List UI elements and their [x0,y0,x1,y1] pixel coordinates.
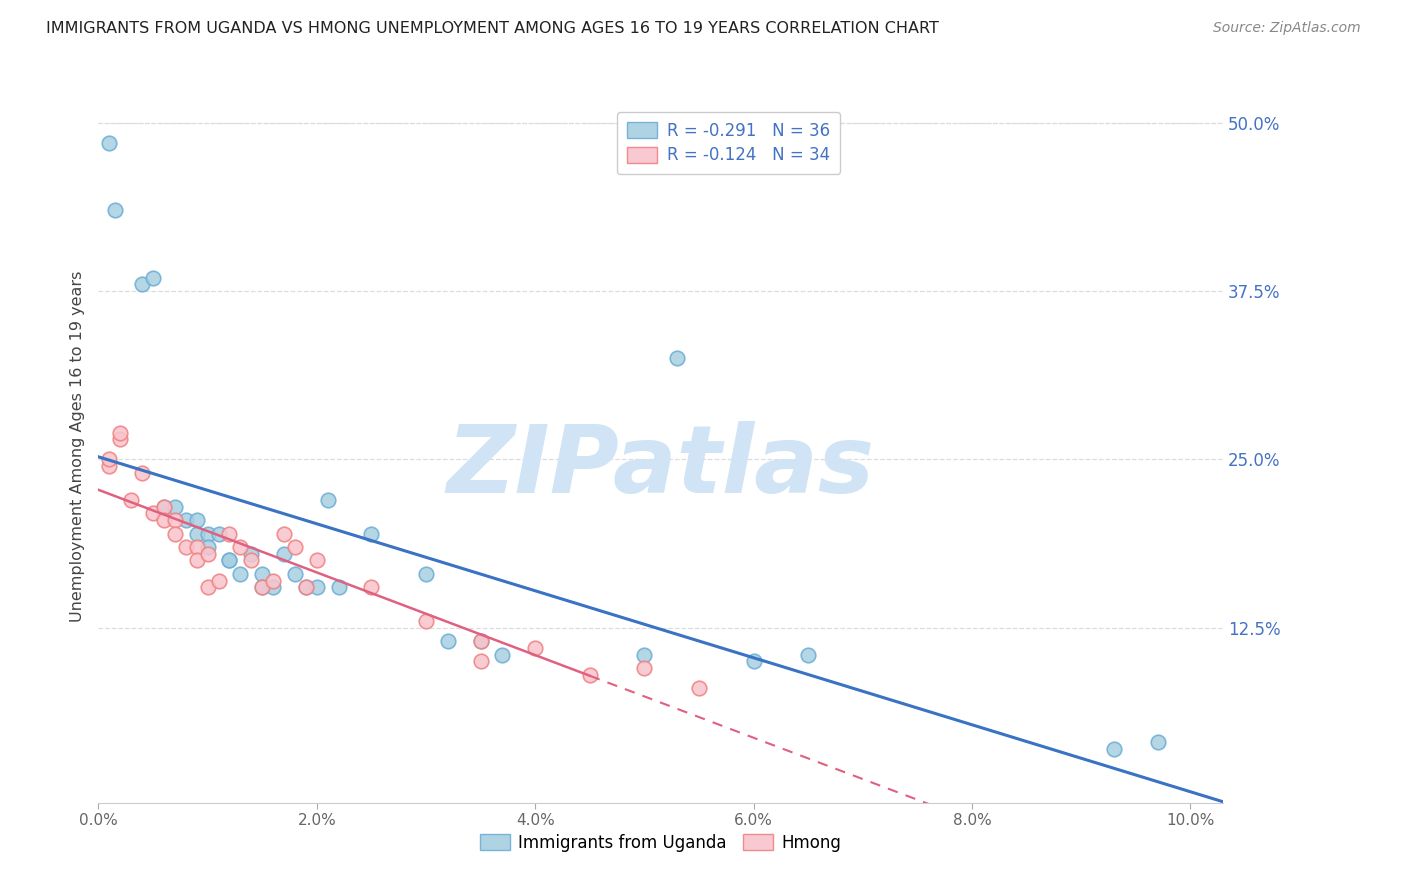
Point [218,553,240,567]
Point [142,270,165,285]
Point [197,540,219,554]
Point [197,547,219,561]
Point [415,614,437,628]
Point [1146,735,1168,749]
Point [207,526,229,541]
Point [284,566,307,581]
Point [360,580,382,594]
Point [295,580,318,594]
Text: ZIPatlas: ZIPatlas [447,421,875,514]
Point [579,668,602,682]
Point [437,634,460,648]
Point [273,526,295,541]
Point [633,648,655,662]
Point [284,540,307,554]
Text: IMMIGRANTS FROM UGANDA VS HMONG UNEMPLOYMENT AMONG AGES 16 TO 19 YEARS CORRELATI: IMMIGRANTS FROM UGANDA VS HMONG UNEMPLOY… [46,21,939,37]
Point [153,500,176,514]
Point [666,351,689,366]
Point [229,540,252,554]
Point [163,526,186,541]
Point [218,526,240,541]
Point [174,540,197,554]
Point [797,648,820,662]
Point [240,547,263,561]
Point [470,634,492,648]
Text: Source: ZipAtlas.com: Source: ZipAtlas.com [1213,21,1361,36]
Point [207,574,229,588]
Legend: Immigrants from Uganda, Hmong: Immigrants from Uganda, Hmong [474,828,848,859]
Point [163,500,186,514]
Point [360,526,382,541]
Point [470,655,492,669]
Point [163,513,186,527]
Point [131,466,153,480]
Point [218,553,240,567]
Point [316,492,339,507]
Point [470,634,492,648]
Point [524,640,547,655]
Point [120,492,142,507]
Point [273,547,295,561]
Point [98,459,121,474]
Point [186,553,208,567]
Point [328,580,350,594]
Point [98,452,121,467]
Point [197,526,219,541]
Point [174,513,197,527]
Point [491,648,513,662]
Point [110,432,132,446]
Point [252,580,274,594]
Point [252,566,274,581]
Point [131,277,153,292]
Point [262,574,284,588]
Point [415,566,437,581]
Point [305,580,328,594]
Point [262,580,284,594]
Point [305,553,328,567]
Point [98,136,121,150]
Point [186,540,208,554]
Point [633,661,655,675]
Point [186,526,208,541]
Point [104,203,127,218]
Point [197,580,219,594]
Point [1102,742,1125,756]
Point [252,580,274,594]
Point [142,506,165,520]
Point [153,513,176,527]
Point [110,425,132,440]
Point [229,566,252,581]
Point [742,655,765,669]
Point [186,513,208,527]
Point [240,553,263,567]
Y-axis label: Unemployment Among Ages 16 to 19 years: Unemployment Among Ages 16 to 19 years [70,270,86,622]
Point [295,580,318,594]
Point [153,500,176,514]
Point [688,681,710,696]
